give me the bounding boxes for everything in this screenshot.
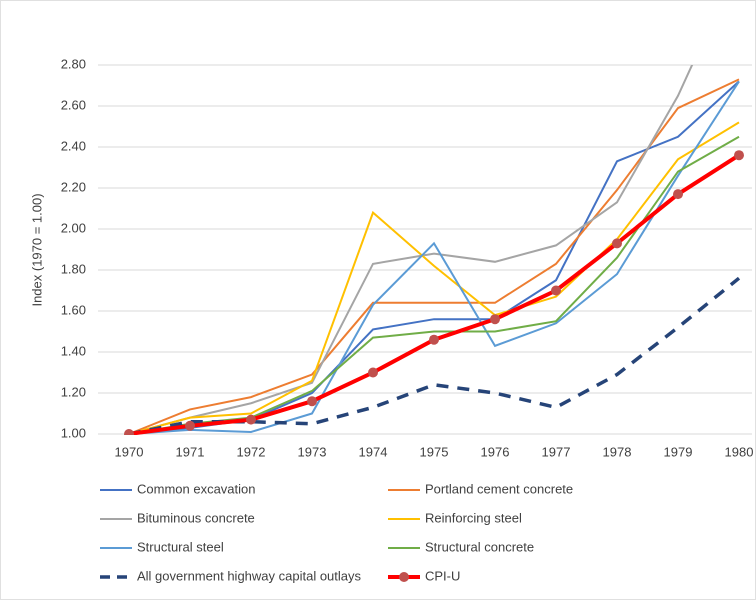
y-tick-label: 1.20: [61, 384, 86, 399]
x-tick-label: 1970: [115, 444, 144, 459]
data-point: [124, 429, 134, 435]
data-point: [673, 189, 683, 200]
y-tick-label: 2.40: [61, 138, 86, 153]
series-line: [128, 153, 741, 435]
legend-label: Structural concrete: [425, 539, 534, 554]
series-line: [128, 121, 740, 435]
y-tick-label: 1.80: [61, 261, 86, 276]
x-tick-label: 1976: [481, 444, 510, 459]
legend-label: CPI-U: [425, 568, 460, 583]
data-point: [429, 334, 439, 345]
y-tick-label: 2.00: [61, 220, 86, 235]
series-line: [128, 78, 740, 435]
x-tick-label: 1980: [725, 444, 754, 459]
series-line: [128, 80, 740, 435]
y-tick-label: 2.60: [61, 97, 86, 112]
legend-label: Bituminous concrete: [137, 510, 255, 525]
x-tick-label: 1974: [359, 444, 388, 459]
x-tick-label: 1975: [420, 444, 449, 459]
x-tick-label: 1972: [237, 444, 266, 459]
data-point: [368, 367, 378, 378]
data-point: [734, 150, 744, 161]
data-point: [551, 285, 561, 296]
x-tick-label: 1977: [542, 444, 571, 459]
y-tick-label: 1.60: [61, 302, 86, 317]
x-tick-label: 1979: [664, 444, 693, 459]
x-tick-label: 1971: [176, 444, 205, 459]
x-tick-label: 1973: [298, 444, 327, 459]
x-tick-label: 1978: [603, 444, 632, 459]
data-point: [246, 414, 256, 425]
data-point: [185, 420, 195, 431]
legend-label: All government highway capital outlays: [137, 568, 362, 583]
series-line: [128, 135, 740, 435]
y-tick-label: 2.80: [61, 56, 86, 71]
series-line: [128, 276, 741, 435]
data-point: [612, 238, 622, 249]
y-tick-label: 1.00: [61, 425, 86, 440]
legend-label: Structural steel: [137, 539, 224, 554]
legend-label: Reinforcing steel: [425, 510, 522, 525]
legend-label: Common excavation: [137, 481, 256, 496]
legend-marker: [399, 572, 409, 582]
y-tick-label: 1.40: [61, 343, 86, 358]
data-point: [490, 314, 500, 325]
y-tick-label: 2.20: [61, 179, 86, 194]
legend-label: Portland cement concrete: [425, 481, 573, 496]
y-axis-label: Index (1970 = 1.00): [29, 193, 44, 306]
data-point: [307, 396, 317, 407]
series-line: [128, 65, 694, 435]
series-line: [128, 80, 740, 435]
plot-area: [124, 65, 744, 435]
